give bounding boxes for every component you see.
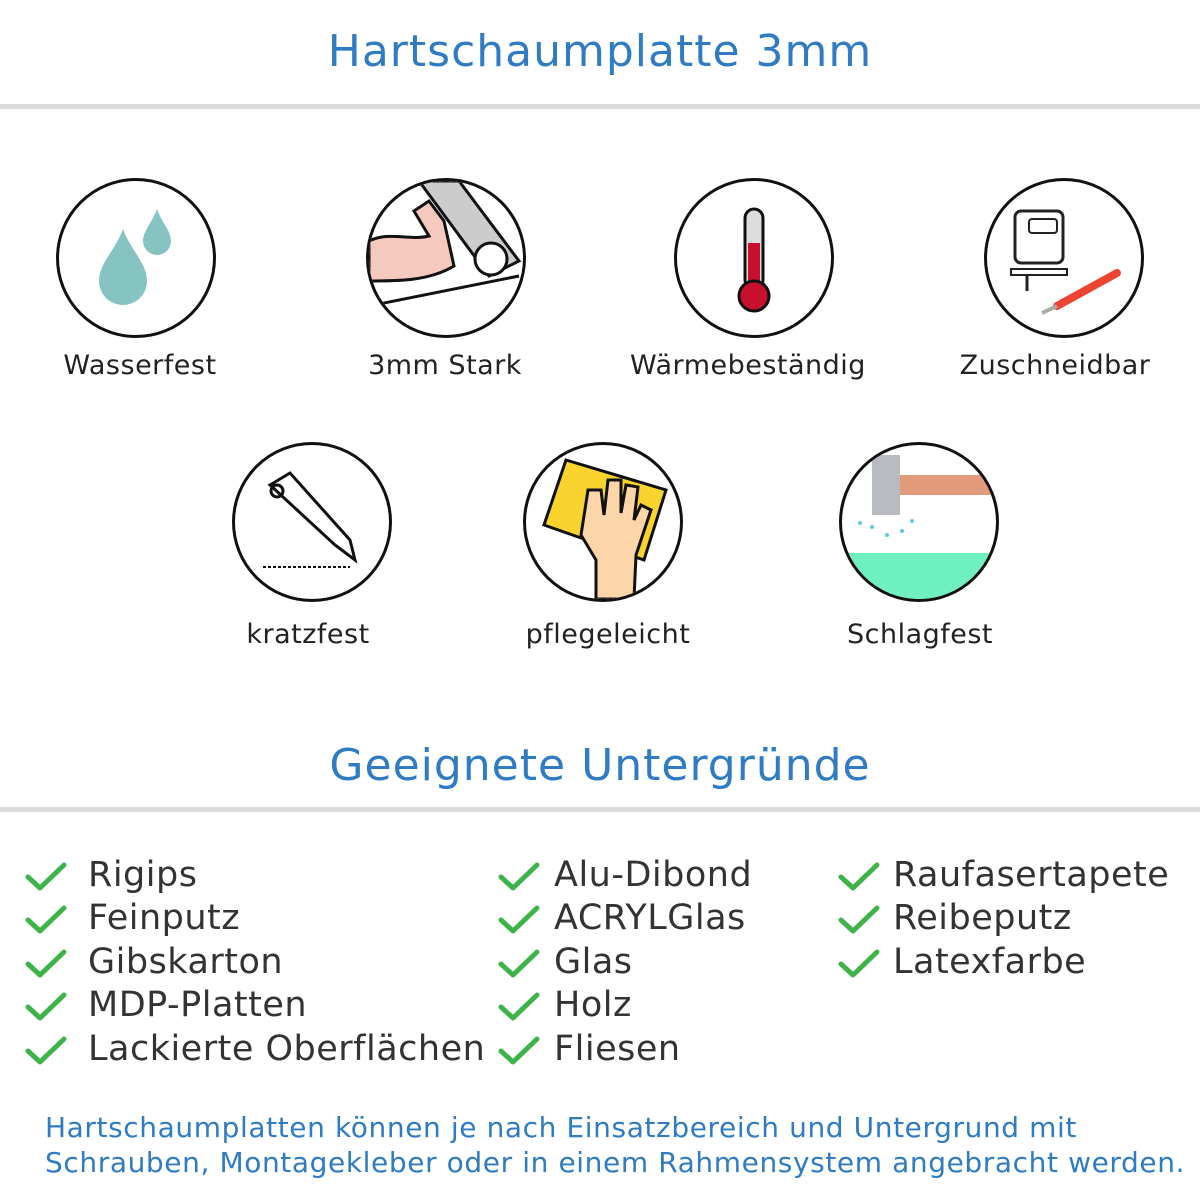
- checkmark-icon: [25, 991, 67, 1023]
- surface-item: Latexfarbe: [893, 941, 1087, 982]
- surface-item: Alu-Dibond: [554, 855, 753, 895]
- surface-item: ACRYLGlas: [554, 898, 746, 939]
- water-drops-icon: [56, 178, 216, 338]
- surface-item: Feinputz: [88, 898, 241, 939]
- thermometer-icon: [674, 178, 834, 338]
- footer-line: Hartschaumplatten können je nach Einsatz…: [45, 1111, 1078, 1144]
- checkmark-icon: [498, 948, 540, 980]
- surface-item: Raufasertapete: [893, 855, 1170, 895]
- feature-label: Wasserfest: [63, 350, 217, 381]
- surface-item: MDP-Platten: [88, 985, 308, 1026]
- checkmark-icon: [25, 861, 67, 893]
- surface-item: Gibskarton: [88, 941, 284, 982]
- checkmark-icon: [25, 1035, 67, 1067]
- feature-label: 3mm Stark: [368, 350, 522, 381]
- page-title: Hartschaumplatte 3mm: [327, 26, 873, 77]
- checkmark-icon: [498, 991, 540, 1023]
- feature-label: pflegeleicht: [525, 619, 691, 650]
- feature-label: kratzfest: [246, 619, 370, 650]
- section-heading: Geeignete Untergründe: [329, 740, 871, 791]
- surface-item: Rigips: [88, 855, 198, 895]
- checkmark-icon: [25, 904, 67, 936]
- strong-arm-icon: [366, 178, 526, 338]
- feature-label: Schlagfest: [846, 619, 994, 650]
- divider: [0, 104, 1200, 109]
- surface-item: Glas: [554, 941, 633, 982]
- checkmark-icon: [25, 948, 67, 980]
- checkmark-icon: [498, 861, 540, 893]
- footer-line: Schrauben, Montagekleber oder in einem R…: [45, 1146, 1186, 1179]
- surface-item: Fliesen: [554, 1028, 681, 1069]
- hand-sponge-icon: [523, 442, 683, 602]
- hammer-icon: [839, 442, 999, 602]
- checkmark-icon: [838, 948, 880, 980]
- surface-item: Reibeputz: [893, 898, 1072, 939]
- checkmark-icon: [838, 861, 880, 893]
- surface-item: Lackierte Oberflächen: [88, 1028, 486, 1069]
- checkmark-icon: [838, 904, 880, 936]
- checkmark-icon: [498, 904, 540, 936]
- jigsaw-cutter-icon: [984, 178, 1144, 338]
- divider: [0, 807, 1200, 812]
- feature-label: Zuschneidbar: [959, 350, 1151, 381]
- checkmark-icon: [498, 1035, 540, 1067]
- surface-item: Holz: [554, 985, 632, 1026]
- cutter-knife-icon: [232, 442, 392, 602]
- feature-label: Wärmebeständig: [630, 350, 866, 381]
